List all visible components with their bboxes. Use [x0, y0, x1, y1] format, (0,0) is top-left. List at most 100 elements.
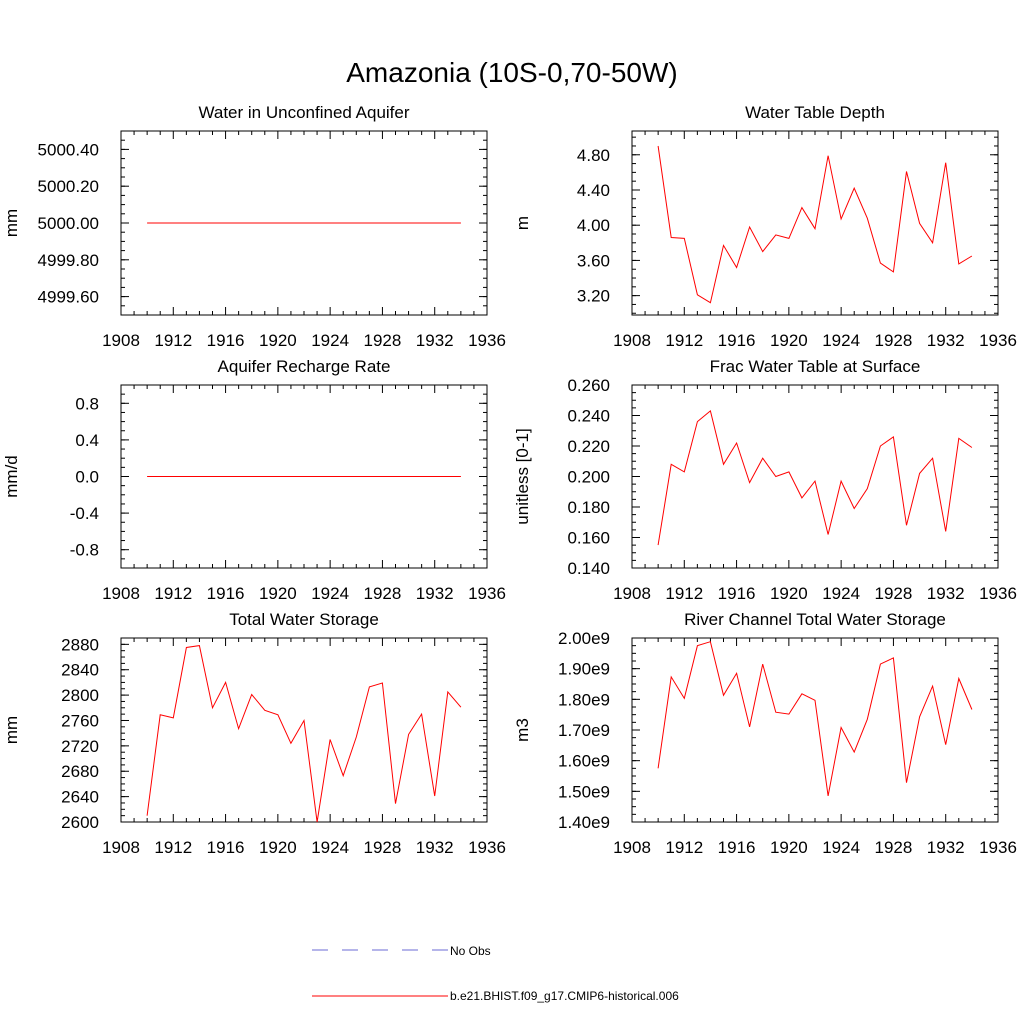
legend-label-model: b.e21.BHIST.f09_g17.CMIP6-historical.006	[450, 989, 679, 1003]
x-tick-label: 1912	[154, 331, 192, 350]
series-line	[657, 410, 973, 546]
x-tick-label: 1920	[770, 584, 808, 603]
x-tick-label: 1932	[416, 584, 454, 603]
figure-title: Amazonia (10S-0,70-50W)	[346, 57, 677, 88]
x-tick-label: 1908	[613, 838, 651, 857]
x-tick-label: 1924	[311, 838, 349, 857]
x-tick-label: 1928	[875, 584, 913, 603]
x-tick-label: 1924	[822, 838, 860, 857]
y-tick-label: 0.260	[567, 376, 610, 395]
x-tick-label: 1916	[207, 584, 245, 603]
series-line	[657, 641, 973, 796]
x-tick-label: 1928	[875, 331, 913, 350]
y-tick-label: 2720	[61, 737, 99, 756]
y-tick-label: -0.8	[70, 541, 99, 560]
y-tick-label: 2840	[61, 661, 99, 680]
x-tick-label: 1912	[154, 584, 192, 603]
x-tick-label: 1932	[416, 331, 454, 350]
x-tick-label: 1908	[613, 584, 651, 603]
panels-group: Water in Unconfined Aquifer mm 1908 1912 191…	[2, 103, 1017, 857]
panel-title: River Channel Total Water Storage	[684, 610, 946, 629]
x-tick-label: 1920	[770, 838, 808, 857]
x-tick-label: 1936	[468, 331, 506, 350]
x-tick-label: 1924	[311, 331, 349, 350]
panel-title: Frac Water Table at Surface	[710, 357, 921, 376]
y-tick-label: 0.0	[75, 468, 99, 487]
series-line	[146, 645, 462, 823]
x-tick-label: 1924	[822, 584, 860, 603]
y-tick-label: 2.00e9	[558, 629, 610, 648]
panel-4: Frac Water Table at Surface unitless [0-1…	[513, 357, 1017, 603]
y-tick-label: 2640	[61, 788, 99, 807]
y-tick-label: 2800	[61, 686, 99, 705]
y-tick-label: 2880	[61, 635, 99, 654]
y-tick-label: 1.70e9	[558, 721, 610, 740]
x-tick-label: 1916	[207, 838, 245, 857]
x-tick-label: 1928	[364, 838, 402, 857]
plot-frame	[631, 637, 999, 823]
panel-title: Water Table Depth	[745, 103, 885, 122]
y-tick-label: 5000.00	[38, 214, 99, 233]
y-tick-label: 1.50e9	[558, 782, 610, 801]
x-tick-label: 1936	[979, 584, 1017, 603]
panel-1: Water in Unconfined Aquifer mm 1908 1912 191…	[2, 103, 506, 350]
x-tick-label: 1916	[718, 331, 756, 350]
x-tick-label: 1936	[979, 838, 1017, 857]
y-tick-label: 1.40e9	[558, 813, 610, 832]
legend-label-no-obs: No Obs	[450, 944, 491, 958]
x-tick-label: 1924	[311, 584, 349, 603]
y-tick-label: 1.80e9	[558, 690, 610, 709]
series-line	[657, 145, 973, 304]
x-tick-label: 1928	[364, 584, 402, 603]
y-tick-label: 5000.20	[38, 177, 99, 196]
x-tick-label: 1928	[364, 331, 402, 350]
legend: No Obs b.e21.BHIST.f09_g17.CMIP6-histori…	[312, 944, 679, 1003]
x-tick-label: 1920	[259, 838, 297, 857]
x-tick-label: 1924	[822, 331, 860, 350]
x-tick-label: 1936	[468, 838, 506, 857]
y-axis-label: m3	[513, 718, 532, 742]
y-tick-label: 0.8	[75, 394, 99, 413]
x-tick-label: 1912	[665, 331, 703, 350]
y-tick-label: 4999.80	[38, 251, 99, 270]
y-tick-label: 3.20	[577, 287, 610, 306]
plot-frame	[120, 637, 488, 823]
panel-title: Aquifer Recharge Rate	[218, 357, 391, 376]
x-tick-label: 1908	[102, 584, 140, 603]
x-tick-label: 1920	[259, 584, 297, 603]
y-tick-label: 0.240	[567, 407, 610, 426]
x-tick-label: 1920	[259, 331, 297, 350]
x-tick-label: 1936	[979, 331, 1017, 350]
plot-frame	[631, 130, 999, 316]
y-tick-label: 5000.40	[38, 140, 99, 159]
y-tick-label: 2680	[61, 762, 99, 781]
panel-3: Aquifer Recharge Rate mm/d 1908 1912 1916 192…	[2, 357, 506, 603]
x-tick-label: 1920	[770, 331, 808, 350]
y-tick-label: 0.160	[567, 529, 610, 548]
x-tick-label: 1932	[927, 838, 965, 857]
x-tick-label: 1932	[416, 838, 454, 857]
x-tick-label: 1916	[207, 331, 245, 350]
x-tick-label: 1908	[102, 838, 140, 857]
x-tick-label: 1908	[613, 331, 651, 350]
y-tick-label: 0.200	[567, 468, 610, 487]
y-tick-label: 2600	[61, 813, 99, 832]
x-tick-label: 1928	[875, 838, 913, 857]
y-tick-label: 2760	[61, 711, 99, 730]
x-tick-label: 1916	[718, 838, 756, 857]
y-tick-label: 3.60	[577, 251, 610, 270]
y-tick-label: 0.4	[75, 431, 99, 450]
y-tick-label: 1.90e9	[558, 660, 610, 679]
x-tick-label: 1932	[927, 331, 965, 350]
y-tick-label: 1.60e9	[558, 752, 610, 771]
panel-2: Water Table Depth m 1908 1912 1916 1920 1924 19…	[513, 103, 1017, 350]
x-tick-label: 1916	[718, 584, 756, 603]
panel-5: Total Water Storage mm 1908 1912 1916 1920 192…	[2, 610, 506, 857]
y-axis-label: unitless [0-1]	[513, 428, 532, 524]
x-tick-label: 1912	[665, 584, 703, 603]
y-axis-label: mm	[2, 716, 21, 744]
plot-frame	[631, 384, 999, 569]
y-axis-label: mm/d	[2, 455, 21, 498]
